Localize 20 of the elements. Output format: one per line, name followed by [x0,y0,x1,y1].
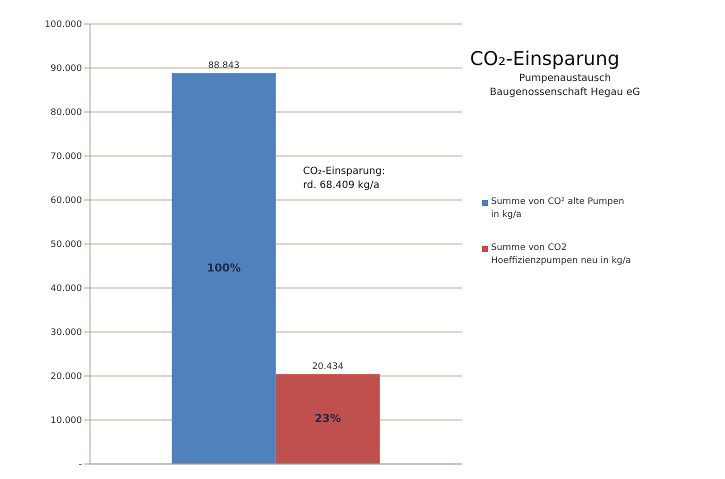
data-label: 20.434 [312,362,344,372]
annotation: 23% [314,412,342,426]
y-tick-label: 60.000 [50,196,82,206]
y-tick-label: 20.000 [50,372,82,382]
legend-label: Summe von CO2 Hoeffizienzpumpen neu in kg/a [491,242,632,268]
annotation: 100% [206,262,241,275]
y-tick-label: 50.000 [50,240,82,250]
y-tick-label: 30.000 [50,328,82,338]
text: Pumpenaustausch Baugenossenschaft Hegau eG [488,72,642,100]
legend-label: Summe von CO² alte Pumpen in kg/a [491,196,626,222]
text: CO₂-Einsparung [470,48,621,70]
y-tick-label: - [78,460,82,470]
data-label: 88.843 [208,61,240,72]
y-tick-label: 10.000 [50,416,82,426]
y-tick-label: 90.000 [50,64,82,74]
annotation: CO₂-Einsparung: rd. 68.409 kg/a [303,165,386,193]
y-tick-label: 40.000 [50,284,82,294]
y-tick-label: 70.000 [50,152,82,162]
y-tick-label: 100.000 [44,20,82,30]
y-tick-label: 80.000 [50,108,82,118]
